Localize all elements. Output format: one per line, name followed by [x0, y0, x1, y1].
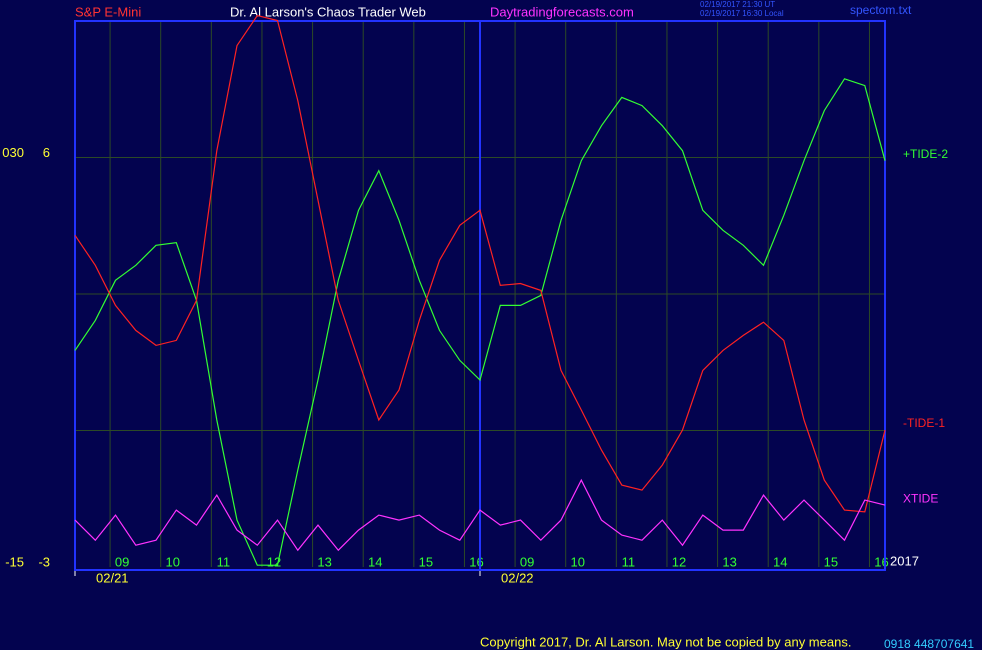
- copyright: Copyright 2017, Dr. Al Larson. May not b…: [480, 634, 851, 649]
- x-tick-label: 14: [773, 554, 787, 569]
- x-tick-label: 10: [165, 554, 179, 569]
- y2-tick-label: 030: [2, 145, 24, 160]
- x-tick-label: 14: [368, 554, 382, 569]
- date-label: 02/22: [501, 570, 534, 585]
- plot-border: [74, 20, 886, 571]
- x-tick-label: 09: [115, 554, 129, 569]
- year-label: 2017: [890, 553, 919, 568]
- x-tick-label: 16: [469, 554, 483, 569]
- y-tick-label: -3: [38, 554, 50, 569]
- series-line: [74, 78, 886, 566]
- x-tick-label: 11: [622, 554, 636, 569]
- x-tick-label: 10: [570, 554, 584, 569]
- legend-label: -TIDE-1: [903, 416, 945, 430]
- series-line: [74, 478, 886, 552]
- legend-label: XTIDE: [903, 491, 938, 505]
- file-name: spectom.txt: [850, 3, 912, 17]
- x-tick-label: 16: [874, 554, 888, 569]
- site-url: Daytradingforecasts.com: [490, 4, 634, 19]
- x-tick-label: 09: [520, 554, 534, 569]
- x-tick-label: 11: [217, 554, 231, 569]
- site-title: Dr. Al Larson's Chaos Trader Web: [230, 4, 426, 19]
- x-tick-label: 12: [672, 554, 686, 569]
- footer-id: 0918 448707641: [884, 637, 974, 650]
- date-label: 02/21: [96, 570, 129, 585]
- y2-tick-label: -15: [5, 554, 24, 569]
- instrument: S&P E-Mini: [75, 4, 141, 19]
- time-ut: 02/19/2017 21:30 UT: [700, 0, 775, 9]
- legend-label: +TIDE-2: [903, 147, 948, 161]
- series-line: [74, 14, 886, 513]
- time-local: 02/19/2017 16:30 Local: [700, 9, 784, 18]
- x-tick-label: 13: [317, 554, 331, 569]
- x-tick-label: 15: [824, 554, 838, 569]
- x-tick-label: 13: [722, 554, 736, 569]
- y-tick-label: 6: [43, 145, 50, 160]
- x-tick-label: 15: [419, 554, 433, 569]
